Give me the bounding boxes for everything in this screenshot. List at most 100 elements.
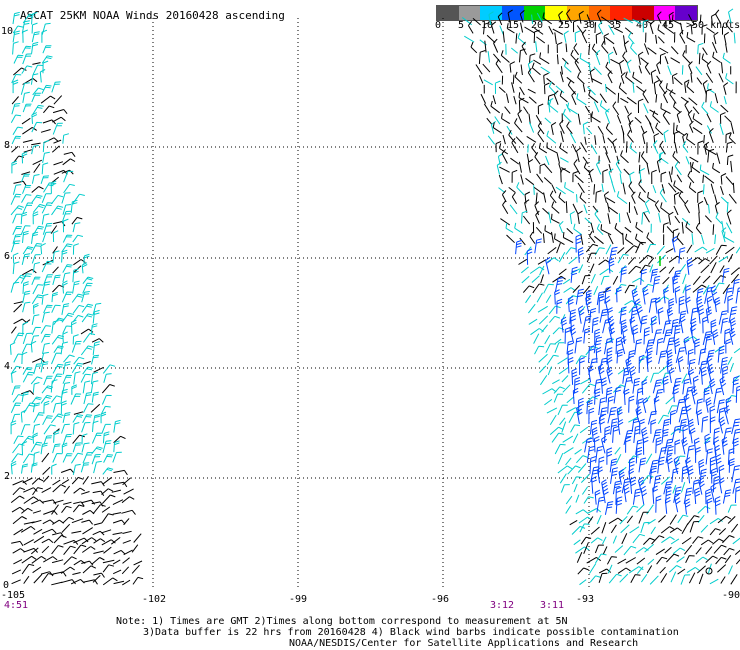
- wind-barb: [671, 235, 678, 253]
- wind-barb: [52, 109, 68, 115]
- wind-barb: [725, 73, 734, 85]
- wind-barb: [720, 186, 724, 196]
- wind-barb: [692, 126, 703, 135]
- wind-barb: [715, 244, 727, 255]
- wind-barb: [560, 167, 566, 183]
- wind-barb: [620, 266, 628, 283]
- wind-barb: [725, 141, 733, 153]
- wind-barb: [604, 146, 608, 154]
- wind-barb: [654, 297, 661, 314]
- wind-barb: [62, 218, 69, 233]
- wind-barb: [702, 331, 712, 346]
- wind-barb: [680, 96, 689, 103]
- wind-barb: [43, 424, 56, 435]
- wind-barb: [653, 140, 659, 154]
- wind-barb: [521, 275, 530, 284]
- wind-barb: [625, 557, 636, 564]
- wind-barb: [62, 264, 73, 273]
- wind-barb: [52, 122, 63, 135]
- wind-barb: [31, 294, 44, 305]
- wind-barb: [690, 324, 696, 344]
- wind-barb: [123, 518, 130, 526]
- wind-barb: [712, 51, 721, 63]
- wind-barb: [588, 407, 595, 425]
- wind-barb: [721, 436, 728, 455]
- wind-barb: [20, 409, 27, 423]
- wind-barb: [62, 204, 72, 215]
- wind-barb: [21, 117, 31, 125]
- wind-barb: [42, 342, 50, 355]
- wind-barb: [625, 141, 628, 153]
- wind-barb: [717, 345, 725, 363]
- wind-barb: [62, 412, 71, 423]
- wind-barb: [566, 121, 573, 135]
- wind-barb: [588, 345, 595, 363]
- wind-barb: [11, 74, 22, 84]
- wind-barb: [548, 211, 552, 224]
- wind-barb: [11, 103, 21, 115]
- wind-barb: [590, 144, 598, 155]
- wind-barb: [670, 46, 679, 55]
- wind-barb: [63, 556, 77, 565]
- wind-barb: [72, 222, 81, 233]
- wind-barb: [656, 75, 663, 84]
- wind-barb: [657, 456, 665, 474]
- wind-barb: [681, 436, 688, 455]
- wind-barb: [712, 224, 715, 235]
- wind-barb: [727, 356, 733, 366]
- wind-barb: [684, 544, 693, 555]
- wind-barb: [554, 342, 565, 353]
- wind-barb: [705, 72, 714, 83]
- wind-barb: [31, 11, 38, 25]
- wind-barb: [62, 331, 68, 343]
- wind-barb: [703, 33, 706, 44]
- wind-barb: [709, 578, 719, 585]
- wind-barb: [559, 71, 564, 83]
- wind-barb: [649, 575, 659, 585]
- wind-barb: [93, 538, 106, 544]
- wind-barb: [625, 436, 631, 453]
- wind-barb: [673, 324, 681, 343]
- wind-barb: [710, 285, 718, 304]
- wind-barb: [659, 566, 666, 574]
- wind-barb: [521, 210, 528, 224]
- wind-barb: [728, 565, 733, 575]
- wind-barb: [567, 465, 581, 475]
- wind-barb: [670, 428, 684, 436]
- wind-barb: [569, 519, 578, 526]
- wind-barb: [669, 527, 682, 534]
- wind-barb: [625, 357, 632, 374]
- wind-barb: [605, 61, 613, 75]
- wind-barb: [661, 428, 669, 444]
- wind-barb: [712, 162, 721, 174]
- wind-barb: [122, 530, 132, 534]
- wind-barb: [60, 566, 75, 574]
- wind-barb: [82, 366, 94, 375]
- wind-barb: [591, 476, 598, 494]
- wind-barb: [548, 305, 561, 315]
- wind-barb: [548, 25, 554, 35]
- wind-barb: [655, 548, 665, 556]
- wind-barb: [697, 42, 704, 55]
- wind-barb: [572, 171, 579, 183]
- x-tick-label: -96: [431, 594, 450, 605]
- wind-barb: [657, 254, 666, 264]
- wind-barb: [645, 453, 653, 464]
- wind-barb: [559, 473, 567, 484]
- wind-barb: [516, 182, 525, 196]
- wind-barb: [665, 396, 675, 405]
- wind-barb: [20, 525, 36, 533]
- wind-barb: [559, 142, 568, 154]
- wind-barb: [586, 14, 592, 24]
- wind-barb: [723, 405, 730, 425]
- wind-barb: [689, 427, 696, 444]
- wind-barb: [589, 230, 596, 244]
- wind-barb: [10, 193, 22, 205]
- wind-barb: [11, 385, 21, 396]
- wind-barb: [528, 303, 536, 314]
- wind-barb: [553, 393, 564, 403]
- wind-barb: [81, 537, 97, 545]
- wind-barb: [13, 559, 23, 565]
- wind-barb: [80, 373, 91, 383]
- wind-barb: [52, 484, 66, 493]
